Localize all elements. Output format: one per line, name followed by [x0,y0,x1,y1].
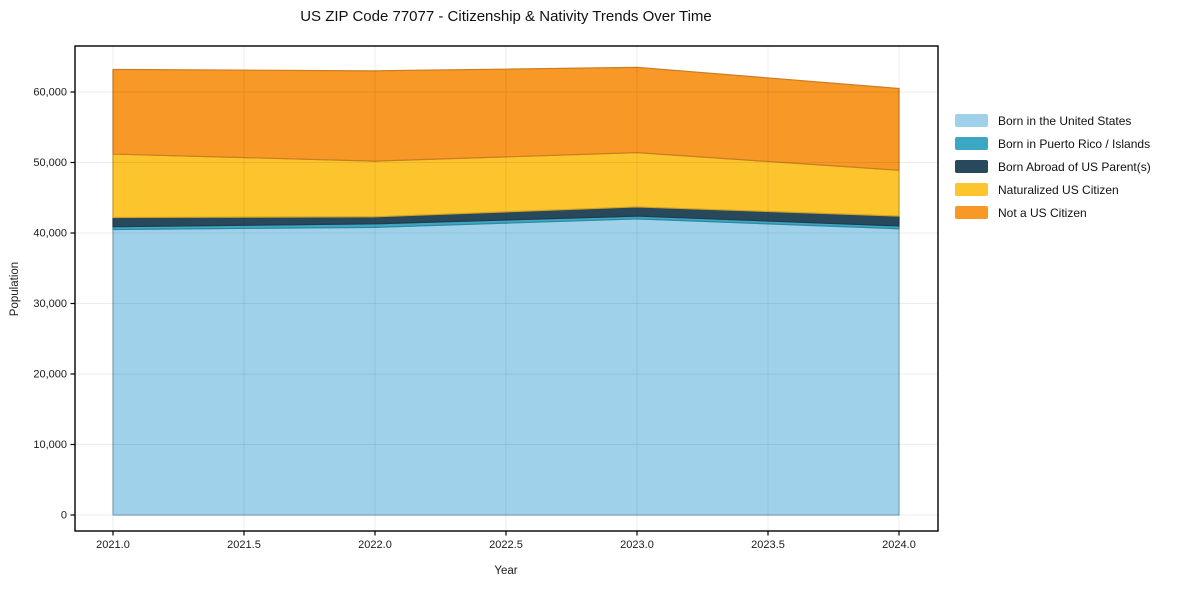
legend-label: Born in the United States [998,113,1132,128]
x-tick-label: 2022.5 [489,539,523,551]
legend: Born in the United States Born in Puerto … [955,109,1151,224]
area-series-4 [112,66,900,171]
y-axis-label: Population [9,261,21,317]
x-tick-label: 2023.0 [620,539,654,551]
y-tick-label: 10,000 [33,439,67,451]
chart-title: US ZIP Code 77077 - Citizenship & Nativi… [300,8,712,25]
legend-swatch [955,114,988,127]
x-tick-label: 2021.5 [227,539,261,551]
legend-item-2: Born Abroad of US Parent(s) [955,155,1151,178]
x-tick-label: 2022.0 [358,539,392,551]
legend-item-3: Naturalized US Citizen [955,178,1151,201]
legend-label: Not a US Citizen [998,205,1087,220]
y-tick-label: 30,000 [33,298,67,310]
legend-label: Born Abroad of US Parent(s) [998,159,1151,174]
y-tick-label: 40,000 [33,228,67,240]
legend-swatch [955,160,988,173]
x-tick-label: 2021.0 [96,539,130,551]
legend-item-0: Born in the United States [955,109,1151,132]
x-tick-label: 2023.5 [751,539,785,551]
y-tick-label: 20,000 [33,369,67,381]
y-tick-label: 60,000 [33,87,67,99]
legend-item-4: Not a US Citizen [955,201,1151,224]
legend-label: Born in Puerto Rico / Islands [998,136,1151,151]
legend-label: Naturalized US Citizen [998,182,1119,197]
legend-swatch [955,137,988,150]
legend-item-1: Born in Puerto Rico / Islands [955,132,1151,155]
legend-swatch [955,183,988,196]
x-axis-label: Year [494,565,518,577]
legend-swatch [955,206,988,219]
y-tick-label: 0 [61,510,67,522]
x-tick-label: 2024.0 [882,539,916,551]
y-tick-label: 50,000 [33,157,67,169]
